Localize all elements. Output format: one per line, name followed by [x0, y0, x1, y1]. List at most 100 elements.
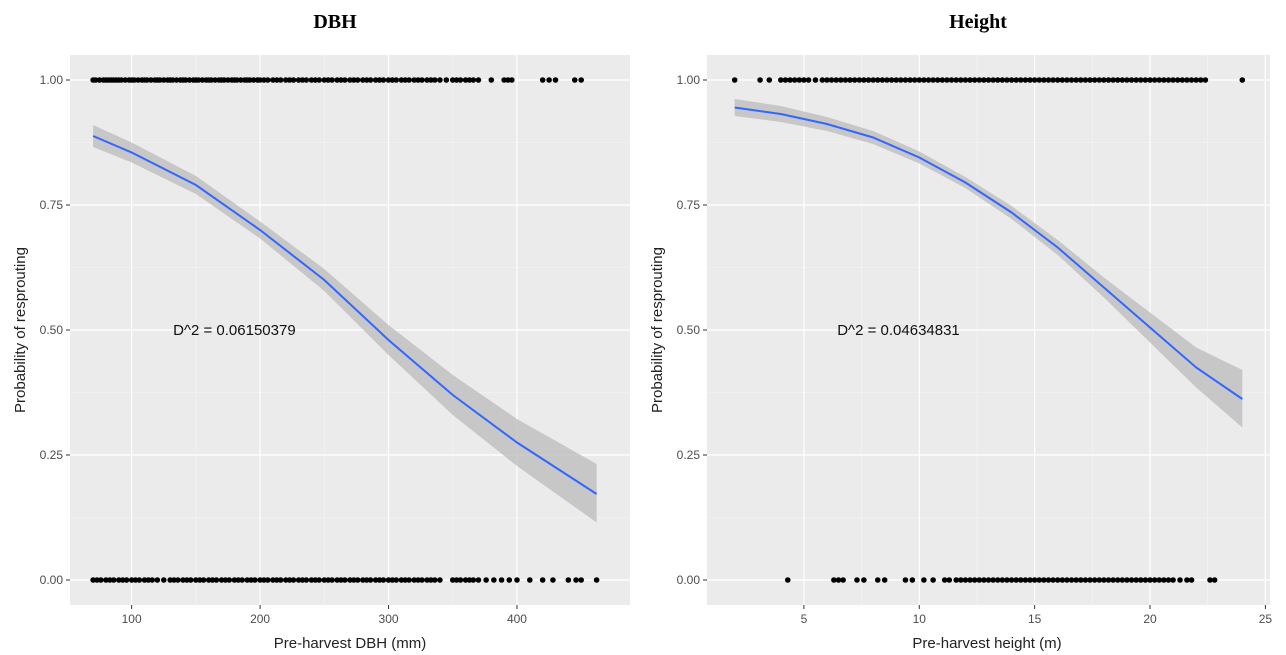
data-point [1197, 77, 1204, 83]
data-point [295, 77, 302, 83]
data-point [286, 577, 293, 583]
data-point [1161, 77, 1167, 83]
data-point [1114, 77, 1121, 83]
fit-line [92, 135, 598, 495]
data-point [782, 77, 789, 83]
data-point [1027, 77, 1033, 83]
data-point [509, 77, 515, 83]
data-point [884, 77, 890, 83]
data-point [958, 577, 964, 583]
y-tick-label: 0.50 [677, 323, 701, 337]
data-point [994, 577, 1001, 583]
data-point [907, 77, 913, 83]
data-point [1004, 77, 1010, 83]
data-point [475, 577, 482, 583]
data-point [1114, 577, 1121, 583]
data-point [501, 77, 507, 83]
data-point [962, 577, 969, 583]
data-point [200, 577, 207, 583]
data-point [316, 77, 322, 83]
data-point [1018, 77, 1024, 83]
data-point [462, 77, 469, 83]
data-point [1174, 77, 1181, 83]
x-tick-label: 10 [913, 612, 927, 626]
data-point [406, 577, 412, 583]
data-point [833, 77, 840, 83]
data-point [1128, 577, 1135, 583]
data-point [578, 577, 584, 583]
data-point [380, 577, 387, 583]
data-point [415, 77, 421, 83]
data-point [347, 77, 353, 83]
data-point [791, 77, 798, 83]
data-point [273, 577, 280, 583]
data-point [92, 77, 99, 83]
chart-title: Height [949, 11, 1007, 33]
data-point [491, 577, 497, 583]
data-point [1124, 77, 1130, 83]
data-point [990, 77, 996, 83]
data-point [363, 77, 370, 83]
data-point [1124, 577, 1130, 583]
x-tick-label: 200 [250, 612, 270, 626]
data-point [342, 577, 348, 583]
data-point [1050, 77, 1056, 83]
data-point [1018, 577, 1024, 583]
data-point [1013, 77, 1019, 83]
d2-annotation: D^2 = 0.04634831 [837, 322, 960, 339]
data-point [1179, 77, 1186, 83]
data-point [506, 577, 513, 583]
data-point [250, 77, 257, 83]
data-point [498, 577, 505, 583]
data-point [312, 577, 319, 583]
d2-annotation: D^2 = 0.06150379 [173, 322, 296, 339]
data-point [389, 77, 396, 83]
data-point [1091, 77, 1098, 83]
data-point [411, 77, 418, 83]
data-point [453, 577, 460, 583]
data-point [1239, 77, 1246, 83]
points-layer [731, 77, 1246, 583]
data-point [351, 77, 357, 83]
y-tick-label: 1.00 [677, 73, 701, 87]
data-point [466, 577, 473, 583]
data-point [831, 577, 837, 583]
data-point [257, 77, 263, 83]
data-point [1151, 77, 1158, 83]
data-point [286, 77, 293, 83]
data-point [796, 77, 803, 83]
data-point [939, 77, 946, 83]
data-point [1193, 77, 1199, 83]
data-point [1064, 577, 1070, 583]
y-tick-label: 0.00 [677, 573, 701, 587]
data-point [1161, 577, 1167, 583]
x-axis-label: Pre-harvest DBH (mm) [274, 635, 427, 652]
data-point [731, 77, 738, 83]
data-point [824, 77, 830, 83]
data-point [953, 77, 959, 83]
data-point [985, 77, 992, 83]
data-point [1184, 577, 1190, 583]
data-point [805, 77, 812, 83]
data-point [962, 77, 969, 83]
data-point [1073, 577, 1079, 583]
data-point [199, 77, 206, 83]
data-point [303, 77, 310, 83]
data-point [303, 577, 310, 583]
data-point [1207, 577, 1213, 583]
data-point [308, 77, 315, 83]
data-point [1165, 77, 1172, 83]
data-point [902, 577, 909, 583]
data-point [1054, 77, 1061, 83]
data-point [1077, 577, 1084, 583]
data-point [944, 77, 950, 83]
data-point [321, 577, 328, 583]
data-point [1137, 77, 1144, 83]
data-point [1082, 77, 1089, 83]
data-point [505, 77, 511, 83]
data-point [273, 77, 280, 83]
data-point [321, 77, 328, 83]
data-point [976, 577, 983, 583]
data-point [1045, 77, 1052, 83]
x-tick-label: 100 [122, 612, 142, 626]
